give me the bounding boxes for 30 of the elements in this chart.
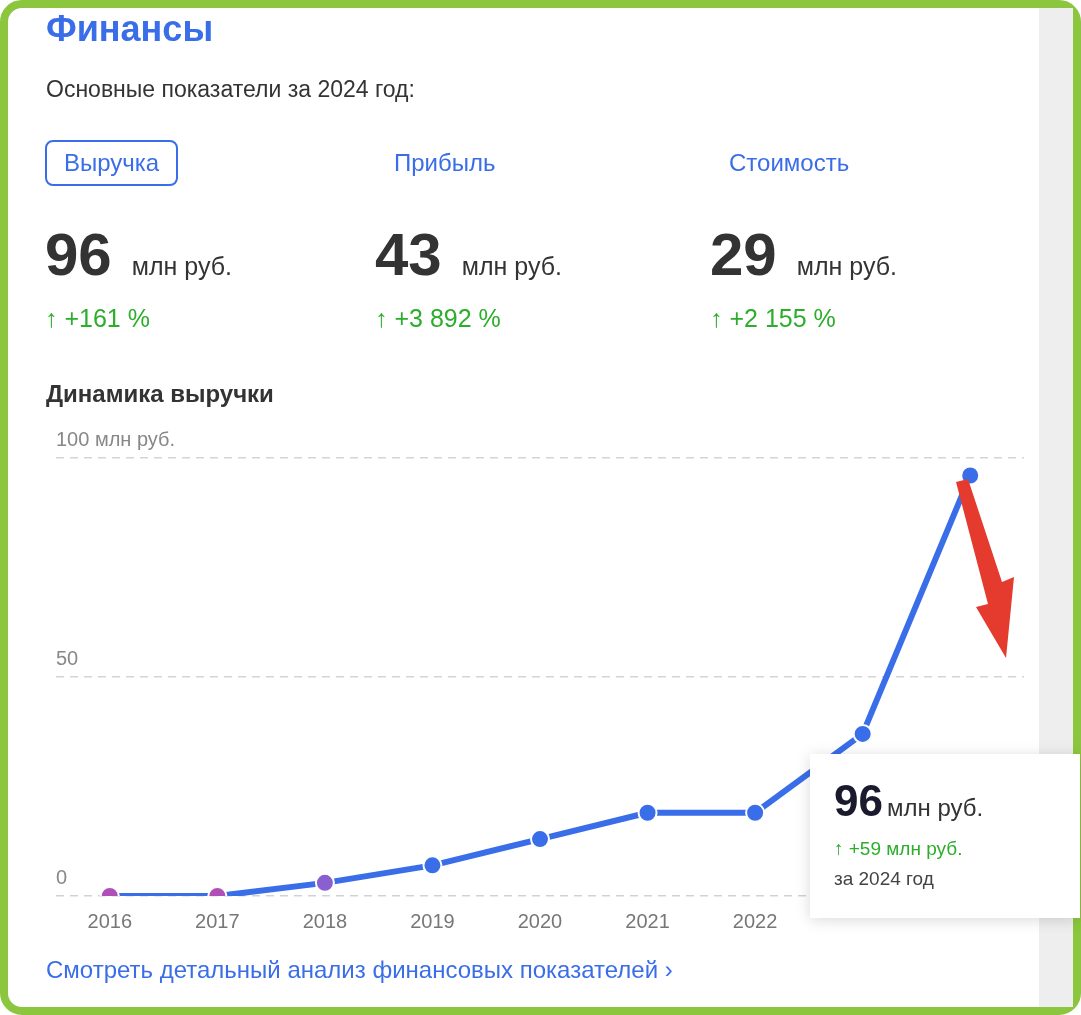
annotation: млн руб. bbox=[886, 794, 984, 821]
x-tick-label: 2021 bbox=[625, 909, 670, 932]
text: млн руб. bbox=[461, 252, 562, 280]
text: млн руб. bbox=[131, 252, 232, 280]
text: Прибыль bbox=[393, 148, 497, 178]
text: Смотреть детальный анализ финансовых показателей › bbox=[46, 956, 673, 984]
x-tick-label: 2019 bbox=[410, 909, 455, 932]
text: Динамика выручки bbox=[46, 380, 274, 408]
y-tick-label: 50 bbox=[56, 646, 79, 669]
y-tick-label: 100 млн руб. bbox=[56, 427, 176, 450]
chart-subtitle: Основные показатели за 2024 год: bbox=[46, 76, 415, 103]
x-tick-label: 2018 bbox=[302, 909, 348, 932]
text: ↑ +3 892 % bbox=[375, 304, 501, 333]
x-tick-label: 2020 bbox=[517, 909, 563, 932]
text: 29 bbox=[710, 221, 777, 288]
text: Выручка bbox=[45, 140, 179, 186]
text: Стоимость bbox=[728, 148, 851, 178]
chart-title: Финансы bbox=[46, 8, 214, 50]
x-tick-label: 2017 bbox=[195, 909, 240, 932]
annotation: ↑ +59 млн руб. bbox=[834, 838, 963, 860]
text: ↑ +161 % bbox=[45, 304, 150, 333]
text: 43 bbox=[375, 221, 442, 288]
annotation: за 2024 год bbox=[834, 868, 934, 890]
annotation: 96 bbox=[834, 776, 883, 825]
text: млн руб. bbox=[796, 252, 897, 280]
x-tick-label: 2022 bbox=[732, 909, 778, 932]
y-tick-label: 0 bbox=[56, 865, 68, 888]
x-tick-label: 2016 bbox=[87, 909, 133, 932]
text: 96 bbox=[45, 221, 112, 288]
text: ↑ +2 155 % bbox=[710, 304, 836, 333]
